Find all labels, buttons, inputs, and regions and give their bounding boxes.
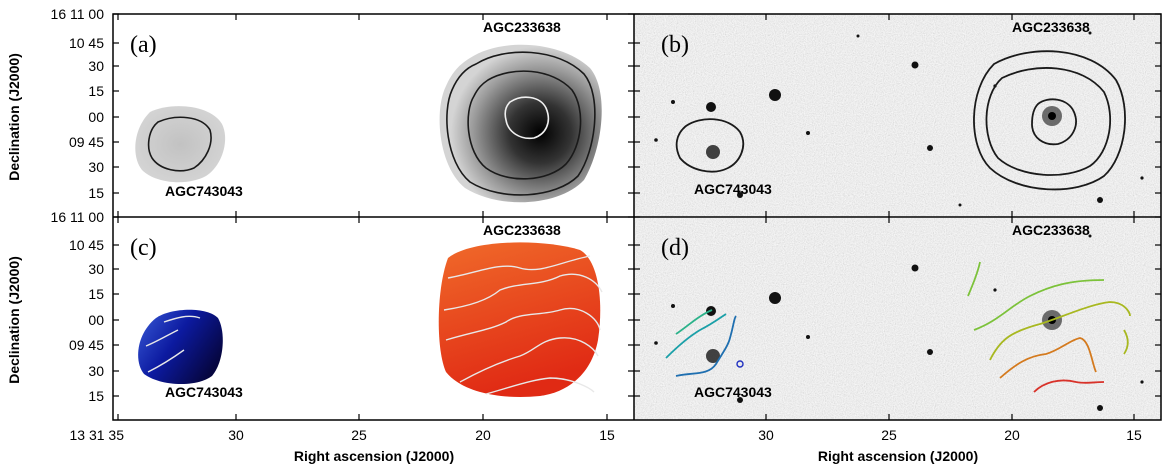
x-axis-title-right: Right ascension (J2000)	[818, 448, 978, 464]
x-tick-label: 15	[1126, 427, 1142, 443]
contour-north-mid	[467, 70, 582, 180]
contour-south	[147, 116, 212, 172]
y-tick-label: 15	[88, 388, 104, 404]
panel-a-map	[135, 44, 602, 203]
contour-b-outer	[973, 50, 1126, 191]
x-tick-label: 30	[228, 427, 244, 443]
contour-b-inner	[1031, 98, 1077, 146]
contour-b-mid	[985, 67, 1111, 176]
y-tick-label: 16 11 00	[51, 209, 105, 225]
panel-label-a: (a)	[130, 32, 157, 58]
x-tick-labels-left: 13 31 35 30 25 20 15	[70, 427, 615, 443]
optical-image-b	[634, 14, 1161, 217]
galaxy-label-south-b: AGC743043	[694, 181, 772, 197]
panel-label-c: (c)	[130, 235, 157, 261]
x-tick-label: 25	[351, 427, 367, 443]
panel-label-d: (d)	[661, 235, 689, 261]
panel-label-b: (b)	[661, 32, 689, 58]
y-tick-label: 15	[88, 185, 104, 201]
y-tick-label: 30	[88, 261, 104, 277]
x-tick-label: 15	[599, 427, 615, 443]
galaxy-label-south-c: AGC743043	[165, 384, 243, 400]
velocity-field-north	[438, 242, 601, 397]
isovelocity-contours	[145, 255, 603, 395]
x-tick-label: 13 31 35	[70, 427, 125, 443]
y-tick-labels-top: 16 11 00 10 45 30 15 00 09 45 30 15	[51, 6, 105, 201]
panel-b-contours	[675, 50, 1126, 191]
panel-c-map	[138, 242, 603, 397]
y-axis-title-top: Declination (J2000)	[6, 53, 22, 181]
y-axis-title-bottom: Declination (J2000)	[6, 256, 22, 384]
galaxy-label-north-c: AGC233638	[483, 222, 561, 238]
y-tick-label: 09 45	[69, 337, 104, 353]
x-tick-label: 20	[475, 427, 491, 443]
velocity-field-south	[138, 309, 223, 385]
x-axis-title-left: Right ascension (J2000)	[294, 448, 454, 464]
galaxy-label-north-d: AGC233638	[1012, 222, 1090, 238]
x-tick-label: 30	[758, 427, 774, 443]
x-tick-labels-right: 30 25 20 15	[758, 427, 1142, 443]
y-tick-label: 15	[88, 286, 104, 302]
y-tick-label: 09 45	[69, 134, 104, 150]
y-tick-label: 30	[88, 58, 104, 74]
y-tick-label: 15	[88, 83, 104, 99]
y-tick-label: 16 11 00	[51, 6, 105, 22]
galaxy-label-north-b: AGC233638	[1012, 19, 1090, 35]
contour-b-south	[675, 118, 745, 173]
galaxy-label-south-d: AGC743043	[694, 384, 772, 400]
y-tick-label: 30	[88, 159, 104, 175]
galaxy-label-north-a: AGC233638	[483, 19, 561, 35]
contour-north-inner	[504, 96, 550, 140]
contour-north-outer	[446, 51, 596, 196]
y-tick-labels-bottom: 16 11 00 10 45 30 15 00 09 45 30 15	[51, 209, 105, 404]
x-tick-label: 20	[1004, 427, 1020, 443]
y-tick-label: 10 45	[69, 35, 104, 51]
tick-marks	[113, 13, 1161, 420]
galaxy-label-south-a: AGC743043	[165, 183, 243, 199]
optical-image-d	[634, 218, 1161, 420]
panel-d-contours	[665, 261, 1131, 393]
x-tick-label: 25	[881, 427, 897, 443]
y-tick-label: 10 45	[69, 237, 104, 253]
y-tick-label: 00	[88, 312, 104, 328]
y-tick-label: 00	[88, 109, 104, 125]
y-tick-label: 30	[88, 363, 104, 379]
